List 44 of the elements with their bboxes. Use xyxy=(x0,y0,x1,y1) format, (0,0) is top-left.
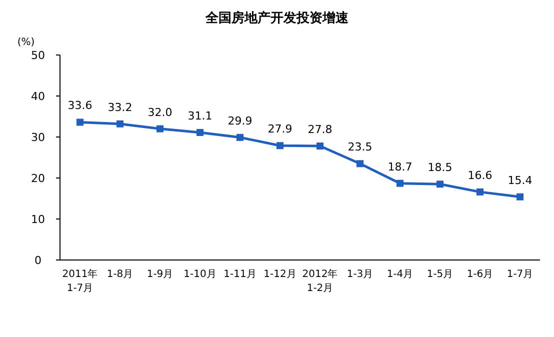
x-tick-label: 1-4月 xyxy=(386,269,414,280)
x-tick-label: 1-8月 xyxy=(106,269,134,280)
x-tick-label: 1-11月 xyxy=(224,269,256,280)
y-tick-label: 40 xyxy=(31,90,45,103)
point xyxy=(276,142,284,150)
data-label: 18.7 xyxy=(388,160,412,174)
point xyxy=(476,188,484,196)
x-tick-label: 1-10月 xyxy=(184,269,216,280)
data-label: 18.5 xyxy=(428,161,452,174)
point xyxy=(116,120,124,128)
data-label: 32.0 xyxy=(148,106,172,119)
data-label: 23.5 xyxy=(348,140,372,154)
y-axis-title: (%) xyxy=(17,37,35,48)
chart-title: 全国房地产开发投资增速 xyxy=(204,10,350,26)
y-tick-label: 20 xyxy=(31,172,45,185)
data-label: 31.1 xyxy=(188,109,212,122)
x-tick-label: 1-6月 xyxy=(466,269,494,280)
point xyxy=(196,128,204,136)
x-tick-label: 1-5月 xyxy=(426,269,454,280)
x-tick-label: 1-12月 xyxy=(264,269,296,280)
y-tick-label: 10 xyxy=(31,213,45,226)
point xyxy=(516,193,524,200)
point xyxy=(156,125,164,132)
data-label: 29.9 xyxy=(228,114,252,128)
data-label: 16.6 xyxy=(468,168,492,182)
data-label: 27.8 xyxy=(308,123,332,136)
point xyxy=(396,180,404,187)
point xyxy=(436,180,444,188)
data-label: 27.9 xyxy=(268,122,292,136)
x-tick-label: 1-9月 xyxy=(146,269,174,280)
y-tick-label: 50 xyxy=(31,49,45,62)
point xyxy=(356,160,364,168)
point xyxy=(316,142,324,150)
point xyxy=(236,134,244,141)
x-tick-label: 1-3月 xyxy=(346,269,374,280)
x-tick-label: 2011年 1-7月 xyxy=(62,268,98,294)
data-label: 33.2 xyxy=(108,100,132,114)
data-label: 33.6 xyxy=(68,99,92,112)
y-tick-label: 0 xyxy=(34,254,42,267)
x-tick-label: 2012年 1-2月 xyxy=(302,268,338,294)
x-tick-label: 1-7月 xyxy=(506,269,534,280)
point xyxy=(76,118,84,126)
data-label: 15.4 xyxy=(508,174,532,187)
y-tick-label: 30 xyxy=(31,131,45,144)
